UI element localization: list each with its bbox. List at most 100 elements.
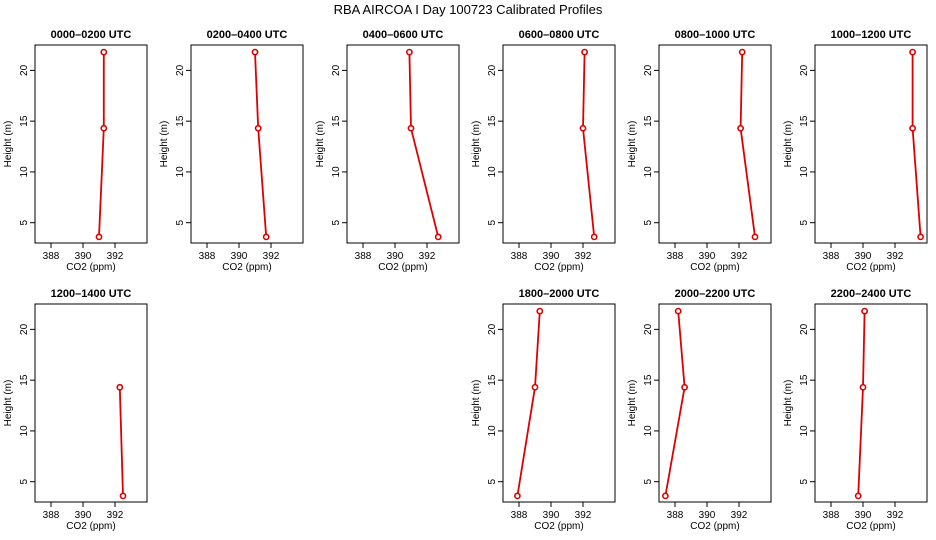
data-point [254,124,262,132]
y-tick-label: 20 [799,323,810,335]
plot-frame [658,44,772,244]
profile-line [98,52,105,237]
y-tick-label: 20 [643,323,654,335]
data-point [531,383,539,391]
y-tick-label: 15 [643,115,654,127]
x-tick-label: 392 [107,510,124,521]
profile-line [516,311,541,497]
y-tick-label: 20 [19,323,30,335]
x-tick-label: 390 [855,251,872,262]
x-tick-label: 392 [887,510,904,521]
y-tick-label: 20 [643,64,654,76]
y-tick-label: 20 [175,64,186,76]
plot-frame [658,303,772,503]
data-point [674,307,682,315]
x-axis-label: CO2 (ppm) [690,262,739,273]
y-tick-label: 5 [175,219,186,225]
y-tick-label: 5 [487,478,498,484]
panel-title: 0000–0200 UTC [51,29,132,41]
x-tick-label: 390 [699,510,716,521]
x-tick-label: 390 [75,510,92,521]
data-point [859,383,867,391]
x-axis-label: CO2 (ppm) [222,262,271,273]
panel-title: 1800–2000 UTC [519,288,600,300]
data-point [751,233,759,241]
x-tick-label: 388 [667,510,684,521]
data-point [581,48,588,56]
y-tick-label: 10 [175,166,186,178]
y-tick-label: 5 [643,219,654,225]
profile-line [254,52,268,237]
x-tick-label: 388 [823,510,840,521]
data-point [514,492,521,500]
y-tick-label: 10 [643,425,654,437]
y-tick-label: 20 [19,64,30,76]
y-axis-label: Height (m) [471,121,482,168]
x-axis-label: CO2 (ppm) [534,262,583,273]
plot-frame [814,303,928,503]
data-point [662,492,669,500]
x-axis-label: CO2 (ppm) [378,262,427,273]
x-axis-label: CO2 (ppm) [534,521,583,532]
x-tick-label: 392 [731,510,748,521]
y-axis-label: Height (m) [159,121,170,168]
y-tick-label: 15 [487,115,498,127]
plot-frame [502,44,616,244]
y-tick-label: 10 [19,166,30,178]
profile-line [739,52,756,238]
y-tick-label: 10 [487,166,498,178]
panel-title: 0200–0400 UTC [207,29,288,41]
data-point [590,233,598,241]
x-tick-label: 388 [43,251,60,262]
data-point [738,48,746,56]
y-tick-label: 20 [799,64,810,76]
figure-title: RBA AIRCOA I Day 100723 Calibrated Profi… [333,2,603,17]
profile-line [582,52,596,237]
y-tick-label: 15 [799,115,810,127]
plot-frame [814,44,928,244]
profile-line [911,52,922,237]
panel-title: 0400–0600 UTC [363,29,444,41]
y-tick-label: 5 [643,478,654,484]
profile-line [408,52,440,238]
x-axis-label: CO2 (ppm) [846,262,895,273]
plot-frame [34,303,148,503]
panel-title: 2200–2400 UTC [831,288,912,300]
y-tick-label: 5 [799,478,810,484]
x-tick-label: 388 [667,251,684,262]
y-tick-label: 15 [643,374,654,386]
y-axis-label: Height (m) [783,380,794,427]
plot-frame [502,303,616,503]
data-point [116,383,124,391]
y-tick-label: 15 [175,115,186,127]
y-tick-label: 15 [487,374,498,386]
x-tick-label: 390 [699,251,716,262]
x-tick-label: 392 [887,251,904,262]
panel-title: 1200–1400 UTC [51,288,132,300]
x-tick-label: 392 [575,251,592,262]
plot-frame [34,44,148,244]
x-tick-label: 388 [43,510,60,521]
y-tick-label: 10 [487,425,498,437]
data-point [100,48,108,56]
x-axis-label: CO2 (ppm) [846,521,895,532]
y-tick-label: 10 [799,425,810,437]
y-tick-label: 5 [19,219,30,225]
x-tick-label: 390 [75,251,92,262]
x-tick-label: 388 [511,251,528,262]
plot-frame [346,44,460,244]
y-tick-label: 15 [331,115,342,127]
data-point [909,48,916,56]
data-point [434,233,442,241]
profile-line [118,387,124,496]
profile-line [664,311,686,497]
data-point [861,307,868,315]
y-tick-label: 20 [487,323,498,335]
x-tick-label: 388 [511,510,528,521]
